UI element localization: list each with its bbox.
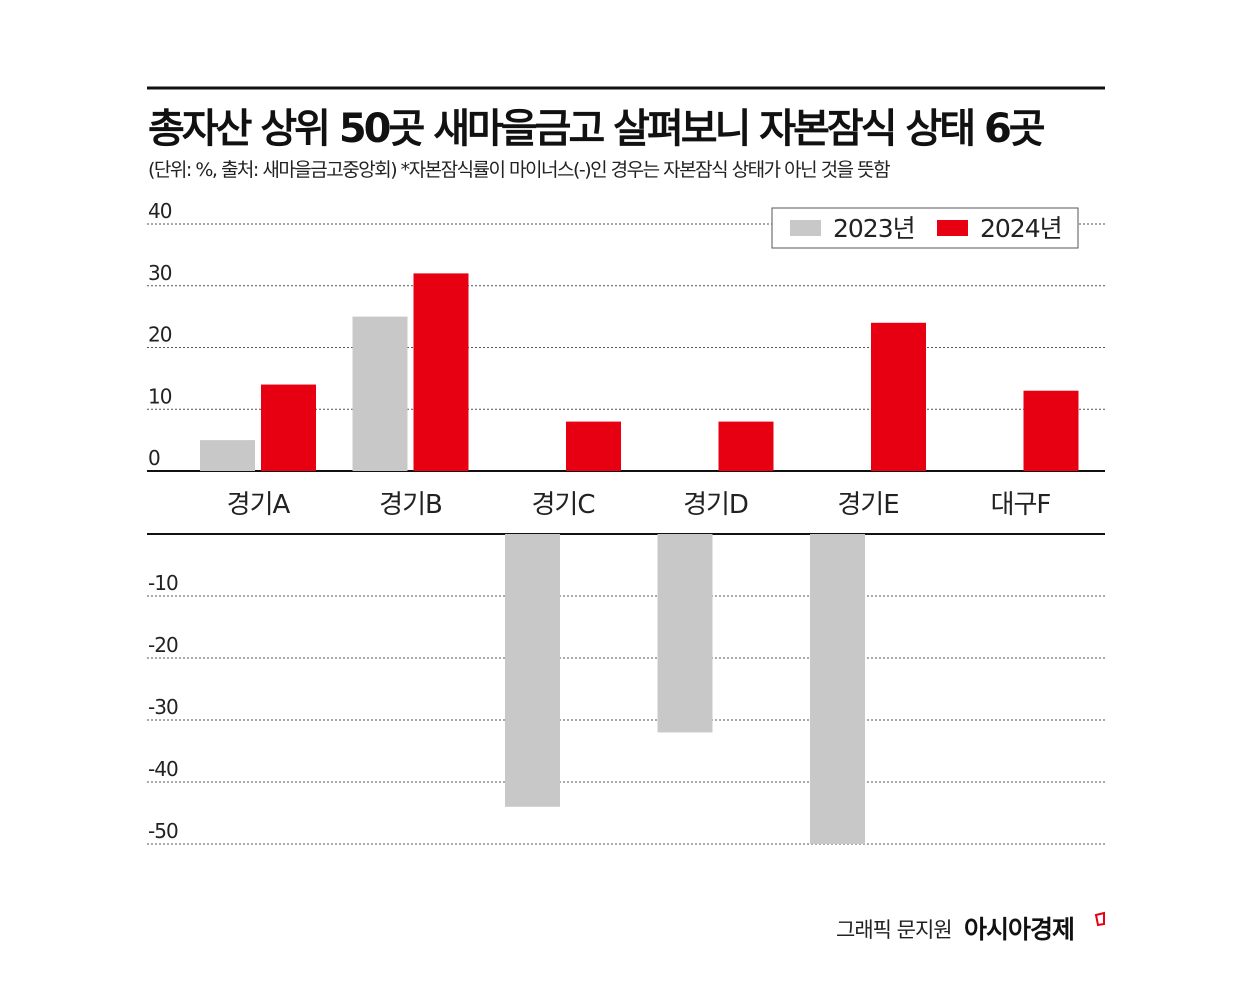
bar-2023-4 — [810, 534, 865, 844]
bar-2024-4 — [871, 322, 926, 471]
category-label: 경기B — [379, 490, 442, 520]
bar-2023-3 — [657, 534, 713, 733]
chart-subtitle: (단위: %, 출처: 새마을금고중앙회) *자본잠식률이 마이너스(-)인 경… — [148, 159, 890, 181]
category-label: 경기D — [683, 490, 748, 520]
y-tick-label: 10 — [148, 384, 172, 408]
y-tick-label: -20 — [148, 633, 178, 657]
bar-2023-2 — [505, 534, 560, 807]
legend-label-2024: 2024년 — [980, 214, 1062, 243]
bar-2024-3 — [718, 421, 774, 471]
category-label: 경기E — [837, 490, 898, 520]
y-tick-label: 30 — [148, 261, 172, 285]
bar-2023-0 — [200, 440, 255, 471]
category-label: 경기A — [227, 490, 291, 520]
brand-logo-mark — [1094, 911, 1105, 927]
y-tick-label: 0 — [148, 446, 160, 470]
bar-2024-0 — [261, 384, 316, 471]
bar-2024-5 — [1023, 390, 1079, 471]
legend-swatch-2024 — [937, 220, 968, 236]
bar-2023-1 — [352, 316, 408, 471]
bar-2024-1 — [413, 273, 469, 471]
legend-swatch-2023 — [790, 220, 821, 236]
y-tick-label: -10 — [148, 571, 178, 595]
y-tick-label: -40 — [148, 757, 178, 781]
chart-title: 총자산 상위 50곳 새마을금고 살펴보니 자본잠식 상태 6곳 — [148, 106, 1045, 152]
bar-2024-2 — [566, 421, 621, 471]
y-tick-label: -50 — [148, 819, 178, 843]
y-tick-label: 40 — [148, 199, 172, 223]
legend-label-2023: 2023년 — [833, 214, 915, 243]
category-label: 대구F — [991, 490, 1051, 520]
footer-credit: 그래픽 문지원 — [836, 918, 952, 942]
legend: 2023년 2024년 — [771, 207, 1079, 249]
category-label: 경기C — [532, 490, 595, 520]
footer-brand: 아시아경제 — [964, 915, 1074, 944]
y-tick-label: 20 — [148, 323, 172, 347]
y-tick-label: -30 — [148, 695, 178, 719]
